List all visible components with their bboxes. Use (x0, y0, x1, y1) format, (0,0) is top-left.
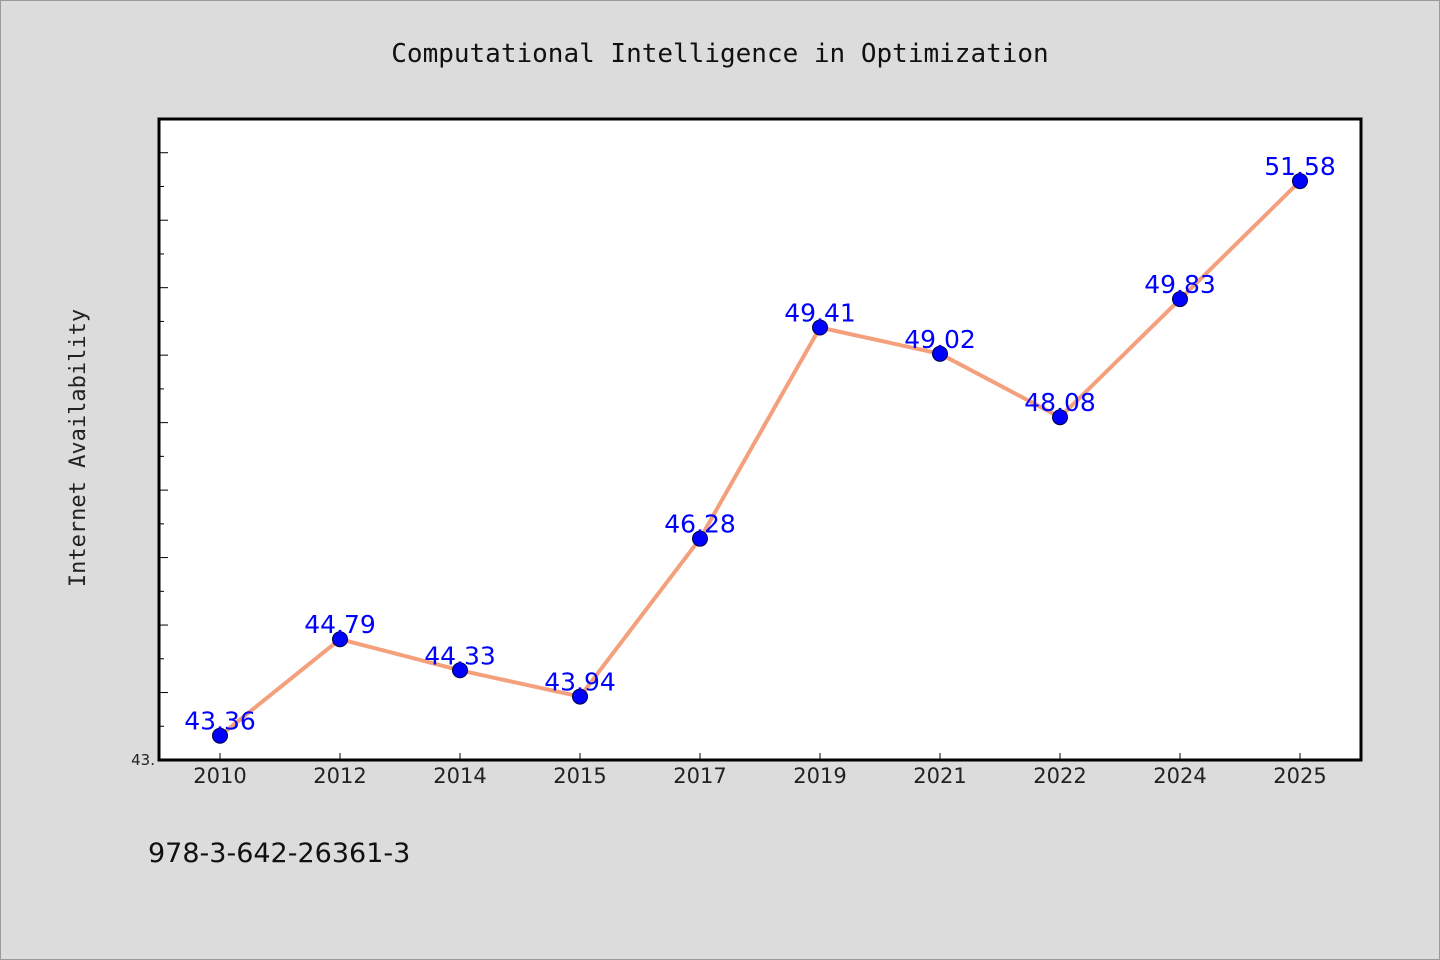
plot-area (157, 117, 1363, 762)
data-label: 48.08 (1024, 388, 1096, 417)
data-label: 51.58 (1264, 152, 1336, 181)
data-point (572, 688, 588, 705)
x-tick-label: 2019 (793, 764, 846, 788)
data-label: 49.83 (1144, 270, 1216, 299)
y-axis-label: Internet Availability (66, 309, 91, 587)
x-tick-label: 2014 (433, 764, 486, 788)
footer-isbn: 978-3-642-26361-3 (148, 838, 410, 869)
data-point (1052, 409, 1068, 426)
data-label: 49.41 (784, 298, 856, 327)
x-tick-label: 2012 (313, 764, 366, 788)
x-tick-label: 2010 (193, 764, 246, 788)
data-label: 43.94 (544, 668, 616, 697)
data-point (812, 319, 828, 336)
x-tick-label: 2022 (1033, 764, 1086, 788)
y-axis-ticks (159, 152, 168, 727)
chart-title: Computational Intelligence in Optimizati… (391, 39, 1048, 69)
data-point (1292, 173, 1308, 190)
data-point (212, 727, 228, 744)
x-tick-label: 2024 (1153, 764, 1206, 788)
data-point (692, 530, 708, 547)
x-tick-label: 2025 (1273, 764, 1326, 788)
data-point (332, 631, 348, 648)
data-label: 49.02 (904, 325, 976, 354)
y-axis-min-label: 43. (131, 751, 155, 769)
x-tick-label: 2017 (673, 764, 726, 788)
data-point (932, 345, 948, 362)
x-tick-label: 2021 (913, 764, 966, 788)
x-axis-ticks: 2010 2012 2014 2015 2017 2019 2021 2022 2024 2025 (193, 753, 1327, 788)
data-point (452, 662, 468, 679)
data-label: 44.79 (304, 610, 376, 639)
data-label: 44.33 (424, 641, 496, 670)
series-line-group (212, 173, 1308, 744)
x-tick-label: 2015 (553, 764, 606, 788)
series-line (218, 179, 1302, 738)
data-point (1172, 291, 1188, 308)
data-label: 46.28 (664, 510, 736, 539)
data-label: 43.36 (184, 707, 256, 736)
data-labels: 43.36 44.79 44.33 43.94 46.28 49.41 49.02 48.08… (184, 152, 1336, 736)
